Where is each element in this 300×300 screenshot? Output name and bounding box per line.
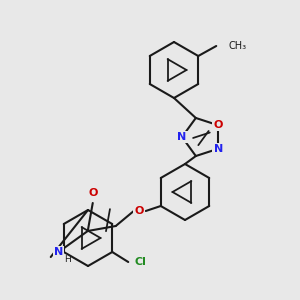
Text: H: H	[64, 254, 71, 263]
Text: O: O	[88, 188, 98, 198]
Text: N: N	[54, 247, 63, 257]
Text: O: O	[134, 206, 143, 216]
Text: N: N	[214, 144, 223, 154]
Text: N: N	[177, 132, 187, 142]
Text: CH₃: CH₃	[228, 41, 246, 51]
Text: Cl: Cl	[134, 257, 146, 267]
Text: O: O	[214, 120, 223, 130]
